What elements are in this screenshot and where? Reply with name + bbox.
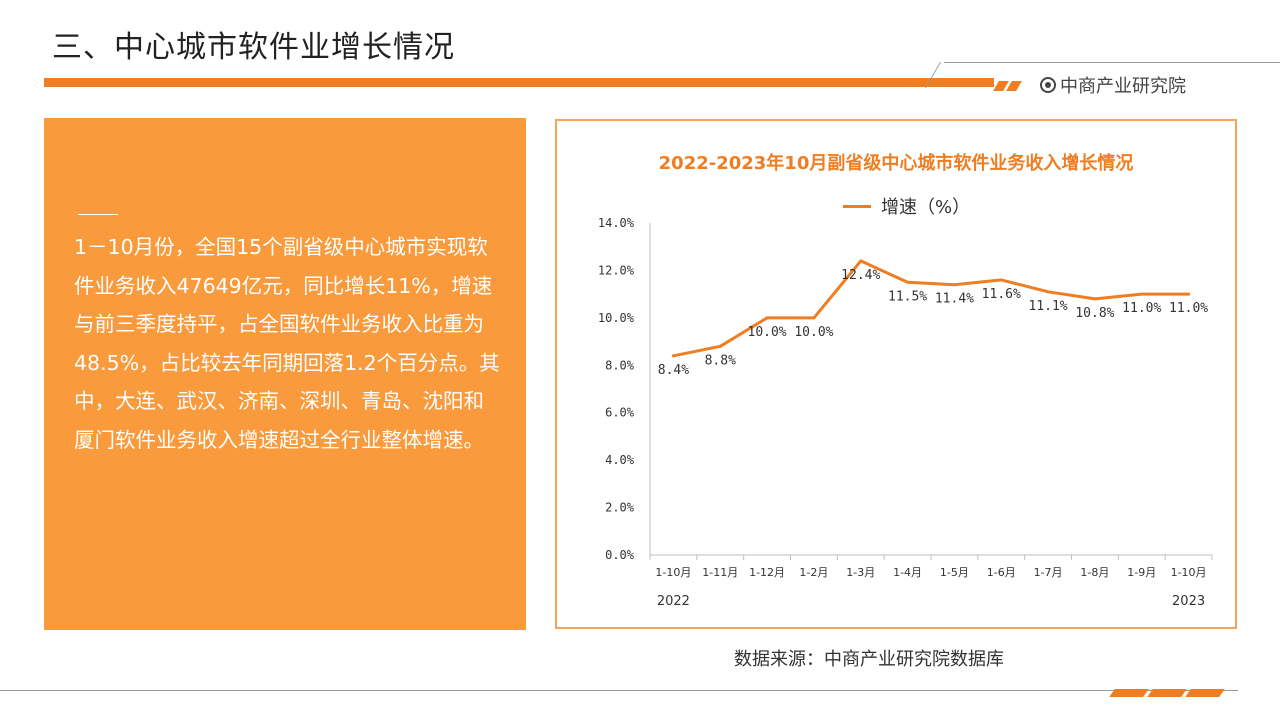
data-point	[812, 316, 816, 320]
chart-title: 2022-2023年10月副省级中心城市软件业务收入增长情况	[658, 153, 1134, 174]
data-label: 11.1%	[1029, 299, 1068, 314]
data-label: 8.4%	[658, 363, 689, 378]
data-label: 11.4%	[935, 292, 974, 307]
y-tick-label: 10.0%	[598, 311, 635, 325]
x-tick-label: 1-4月	[893, 566, 922, 579]
page-title: 三、中心城市软件业增长情况	[52, 30, 455, 65]
data-point	[718, 344, 722, 348]
data-label: 10.8%	[1075, 306, 1114, 321]
x-tick-label: 1-10月	[655, 566, 691, 579]
series-line-growth	[671, 259, 1191, 358]
chart-frame: 2022-2023年10月副省级中心城市软件业务收入增长情况 增速（%） 0.0…	[555, 119, 1237, 629]
brand: 中商产业研究院	[1040, 72, 1186, 98]
y-tick-label: 8.0%	[605, 358, 635, 372]
y-tick-label: 2.0%	[605, 501, 635, 515]
data-point	[1187, 292, 1191, 296]
y-tick-label: 14.0%	[598, 216, 635, 230]
data-label: 12.4%	[841, 268, 880, 283]
data-point	[906, 280, 910, 284]
data-point	[859, 259, 863, 263]
footer-divider	[0, 690, 1238, 691]
panel-divider	[78, 214, 118, 215]
x-tick-label: 1-12月	[749, 566, 785, 579]
legend-line-swatch	[843, 205, 871, 208]
data-label: 10.0%	[794, 325, 833, 340]
x-tick-label: 1-10月	[1171, 566, 1207, 579]
y-tick-label: 0.0%	[605, 548, 635, 562]
x-tick-label: 1-8月	[1080, 566, 1109, 579]
summary-panel	[44, 118, 526, 630]
data-label: 11.5%	[888, 289, 927, 304]
footer-stripes	[1109, 682, 1226, 701]
x-tick-label: 1-6月	[987, 566, 1016, 579]
summary-text: 1－10月份，全国15个副省级中心城市实现软件业务收入47649亿元，同比增长1…	[74, 235, 500, 452]
brand-name: 中商产业研究院	[1060, 76, 1186, 97]
data-point	[765, 316, 769, 320]
data-point	[1046, 290, 1050, 294]
data-label: 11.6%	[982, 287, 1021, 302]
data-label: 10.0%	[748, 325, 787, 340]
data-source: 数据来源：中商产业研究院数据库	[734, 649, 1004, 670]
legend-label: 增速（%）	[881, 197, 971, 218]
x-tick-label: 1-3月	[846, 566, 875, 579]
brand-logo-icon	[1040, 77, 1056, 93]
x-year-label: 2023	[1172, 594, 1205, 609]
title-underline-bar	[44, 78, 994, 87]
line-chart: 0.0% 2.0% 4.0% 6.0% 8.0% 10.0% 12.0% 14.0% 1-10月…	[598, 216, 1213, 609]
data-label: 11.0%	[1169, 301, 1208, 316]
data-point	[671, 354, 675, 358]
header-divider	[944, 62, 1280, 63]
data-point	[952, 283, 956, 287]
x-tick-label: 1-2月	[799, 566, 828, 579]
x-tick-label: 1-9月	[1127, 566, 1156, 579]
data-point	[999, 278, 1003, 282]
data-label: 11.0%	[1122, 301, 1161, 316]
x-tick-label: 1-7月	[1034, 566, 1063, 579]
data-point	[1093, 297, 1097, 301]
data-point	[1140, 292, 1144, 296]
brand-stripes	[993, 76, 1022, 95]
y-tick-label: 12.0%	[598, 263, 635, 277]
x-tick-label: 1-11月	[702, 566, 738, 579]
x-tick-label: 1-5月	[940, 566, 969, 579]
y-tick-label: 4.0%	[605, 453, 635, 467]
chart-legend: 增速（%）	[843, 193, 970, 219]
data-label: 8.8%	[705, 353, 736, 368]
x-year-label: 2022	[657, 594, 690, 609]
y-tick-label: 6.0%	[605, 406, 635, 420]
